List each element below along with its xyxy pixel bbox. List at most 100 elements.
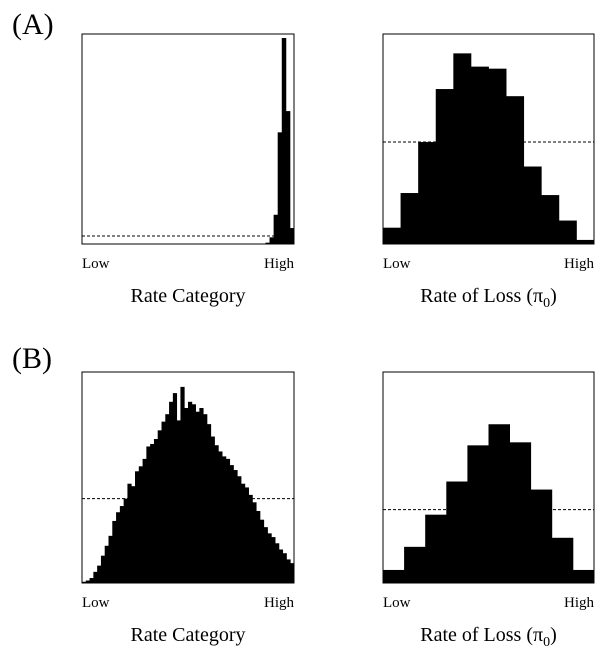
bar-b-rate-category-34 [210, 436, 215, 583]
bar-a-rate-of-loss-11 [576, 239, 595, 244]
bar-a-rate-of-loss-6 [488, 68, 507, 244]
bar-b-rate-category-21 [161, 421, 166, 583]
bar-b-rate-category-16 [142, 458, 147, 583]
panel-label-a: (A) [12, 8, 54, 41]
bar-b-rate-of-loss-8 [551, 537, 574, 583]
bar-b-rate-category-9 [116, 512, 121, 583]
tick-label-high-a-rate-category: High [264, 256, 295, 272]
bar-b-rate-category-51 [275, 543, 280, 583]
bar-b-rate-category-24 [172, 393, 178, 583]
plot-frame-a-rate-of-loss [382, 33, 595, 245]
bar-b-rate-of-loss-0 [383, 569, 405, 583]
tick-label-high-a-rate-of-loss: High [564, 256, 595, 272]
bar-b-rate-category-33 [206, 424, 212, 583]
bar-b-rate-category-52 [278, 549, 284, 583]
bar-b-rate-category-20 [157, 430, 162, 583]
bar-b-rate-category-26 [180, 386, 185, 583]
bar-b-rate-category-28 [188, 401, 193, 583]
bar-b-rate-category-40 [233, 470, 238, 583]
plot-frame-a-rate-category [81, 33, 295, 245]
axis-title-b-rate-of-loss: Rate of Loss (π0) [420, 624, 557, 649]
bar-b-rate-category-46 [256, 511, 261, 583]
bar-b-rate-category-8 [112, 520, 117, 583]
bar-b-rate-category-27 [184, 407, 189, 583]
bar-b-rate-category-31 [199, 407, 204, 583]
bar-a-rate-category-45 [265, 242, 270, 244]
bar-b-rate-category-53 [282, 553, 287, 583]
bar-b-rate-category-45 [252, 502, 257, 583]
bar-a-rate-category-47 [273, 214, 279, 244]
bar-b-rate-category-54 [286, 559, 291, 583]
tick-label-low-b-rate-category: Low [82, 595, 110, 611]
bar-b-rate-category-15 [138, 466, 143, 583]
bar-b-rate-category-55 [290, 563, 295, 583]
plot-frame-b-rate-of-loss [382, 371, 595, 584]
bar-b-rate-category-39 [229, 465, 234, 583]
bar-a-rate-of-loss-8 [523, 166, 542, 244]
bar-b-rate-category-50 [271, 537, 276, 583]
tick-label-high-b-rate-category: High [264, 595, 295, 611]
bar-b-rate-category-32 [203, 414, 208, 583]
bar-b-rate-category-30 [195, 411, 200, 583]
bar-b-rate-category-13 [131, 486, 136, 583]
bar-b-rate-category-19 [153, 439, 159, 583]
panel-label-b: (B) [12, 342, 52, 375]
tick-label-low-a-rate-category: Low [82, 256, 110, 272]
bar-a-rate-of-loss-10 [558, 220, 577, 244]
bar-b-rate-category-3 [93, 571, 98, 583]
bar-b-rate-category-42 [241, 483, 246, 583]
chart-a-rate-category: Low High Rate Category [81, 33, 295, 307]
bar-b-rate-category-23 [169, 401, 174, 583]
bar-b-rate-category-48 [263, 527, 268, 583]
bar-b-rate-category-6 [104, 545, 109, 583]
axis-title-a-rate-category: Rate Category [131, 285, 246, 307]
bar-b-rate-category-43 [244, 487, 249, 583]
bar-a-rate-of-loss-4 [453, 53, 472, 245]
bar-a-rate-of-loss-9 [541, 195, 560, 244]
bar-a-rate-of-loss-3 [435, 89, 454, 244]
bar-b-rate-category-38 [225, 458, 231, 583]
bar-a-rate-category-46 [269, 237, 275, 244]
bar-b-rate-category-29 [191, 404, 196, 583]
bar-a-rate-category-50 [285, 111, 291, 244]
bar-b-rate-category-37 [222, 456, 227, 583]
bar-b-rate-category-12 [127, 483, 132, 583]
bar-b-rate-of-loss-7 [530, 489, 553, 583]
bar-b-rate-category-7 [108, 535, 113, 583]
bar-b-rate-of-loss-3 [446, 481, 468, 583]
bar-b-rate-of-loss-1 [404, 546, 426, 583]
chart-a-rate-of-loss: Low High Rate of Loss (π0) [382, 33, 595, 311]
bar-a-rate-of-loss-0 [383, 227, 401, 244]
bar-b-rate-category-25 [176, 420, 181, 583]
chart-b-rate-of-loss: Low High Rate of Loss (π0) [382, 371, 595, 649]
bar-b-rate-category-0 [82, 581, 87, 583]
bar-a-rate-of-loss-1 [400, 193, 419, 244]
bar-a-rate-category-49 [281, 37, 287, 244]
bar-b-rate-category-35 [214, 445, 219, 583]
tick-label-low-b-rate-of-loss: Low [383, 595, 411, 611]
bar-b-rate-category-5 [100, 555, 106, 583]
bar-b-rate-category-11 [123, 498, 128, 583]
bar-b-rate-category-44 [248, 494, 253, 583]
bar-b-rate-category-47 [259, 519, 265, 583]
tick-label-low-a-rate-of-loss: Low [383, 256, 411, 272]
tick-label-high-b-rate-of-loss: High [564, 595, 595, 611]
bar-a-rate-of-loss-7 [506, 96, 525, 245]
axis-title-a-rate-of-loss: Rate of Loss (π0) [420, 285, 557, 311]
bar-a-rate-of-loss-5 [470, 66, 489, 245]
bar-b-rate-category-4 [97, 565, 102, 583]
plot-frame-b-rate-category [81, 371, 295, 584]
bar-b-rate-category-17 [146, 446, 151, 583]
bar-b-rate-of-loss-5 [488, 424, 510, 583]
axis-title-b-rate-category: Rate Category [131, 624, 246, 646]
chart-b-rate-category: Low High Rate Category [81, 371, 295, 646]
bar-b-rate-category-2 [89, 578, 94, 583]
bar-b-rate-category-14 [135, 471, 140, 583]
bar-a-rate-category-48 [277, 132, 283, 244]
bar-b-rate-of-loss-2 [425, 514, 447, 583]
bar-b-rate-of-loss-4 [467, 445, 489, 583]
bar-b-rate-category-36 [218, 451, 223, 583]
bar-b-rate-category-1 [85, 580, 90, 583]
bar-b-rate-category-18 [150, 443, 155, 583]
